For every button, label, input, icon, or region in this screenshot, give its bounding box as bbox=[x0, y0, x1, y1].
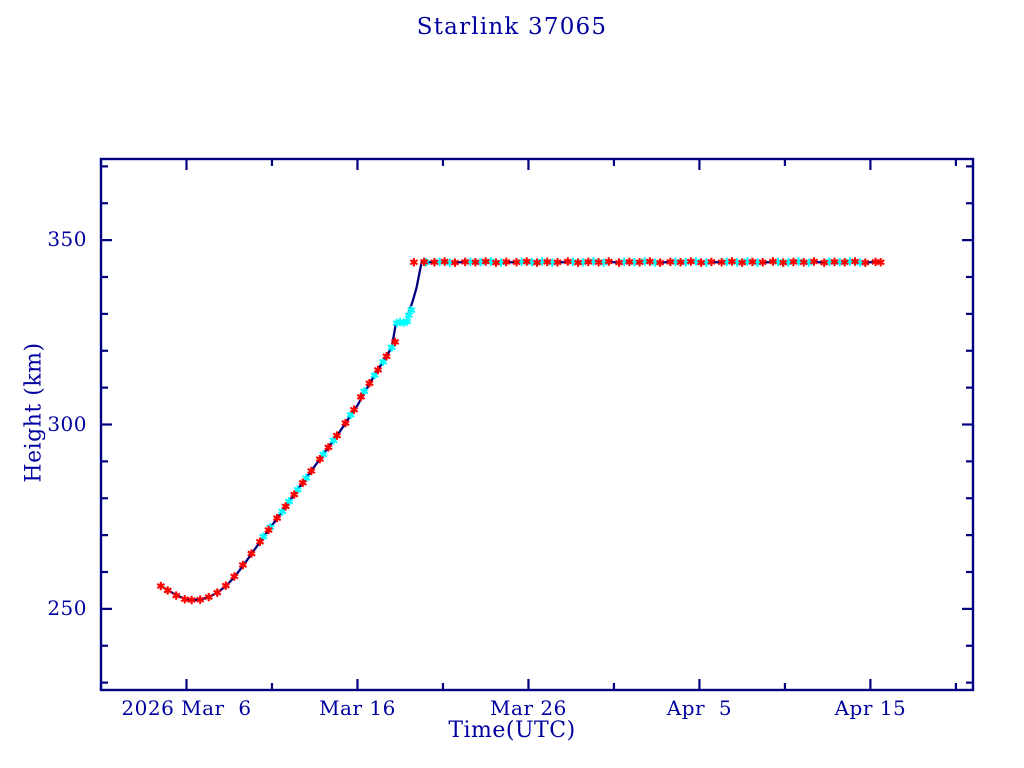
height-line-path bbox=[159, 261, 882, 602]
y-tick-label: 300 bbox=[47, 411, 87, 436]
x-tick-label: Mar 26 bbox=[490, 696, 567, 720]
height-markers-red bbox=[156, 257, 885, 605]
axis-ticks bbox=[99, 159, 973, 690]
x-tick-label: Mar 16 bbox=[319, 696, 396, 720]
x-tick-label: Apr 5 bbox=[666, 696, 733, 720]
x-tick-label: Apr 15 bbox=[834, 696, 907, 720]
y-tick-label: 250 bbox=[47, 595, 87, 620]
axes-frame bbox=[99, 157, 975, 692]
chart-title: Starlink 37065 bbox=[416, 14, 608, 40]
x-axis-label: Time(UTC) bbox=[448, 718, 576, 743]
x-tick-label: 2026 Mar 6 bbox=[121, 696, 252, 720]
y-tick-label: 350 bbox=[47, 227, 87, 252]
height-markers-cyan bbox=[259, 257, 865, 541]
